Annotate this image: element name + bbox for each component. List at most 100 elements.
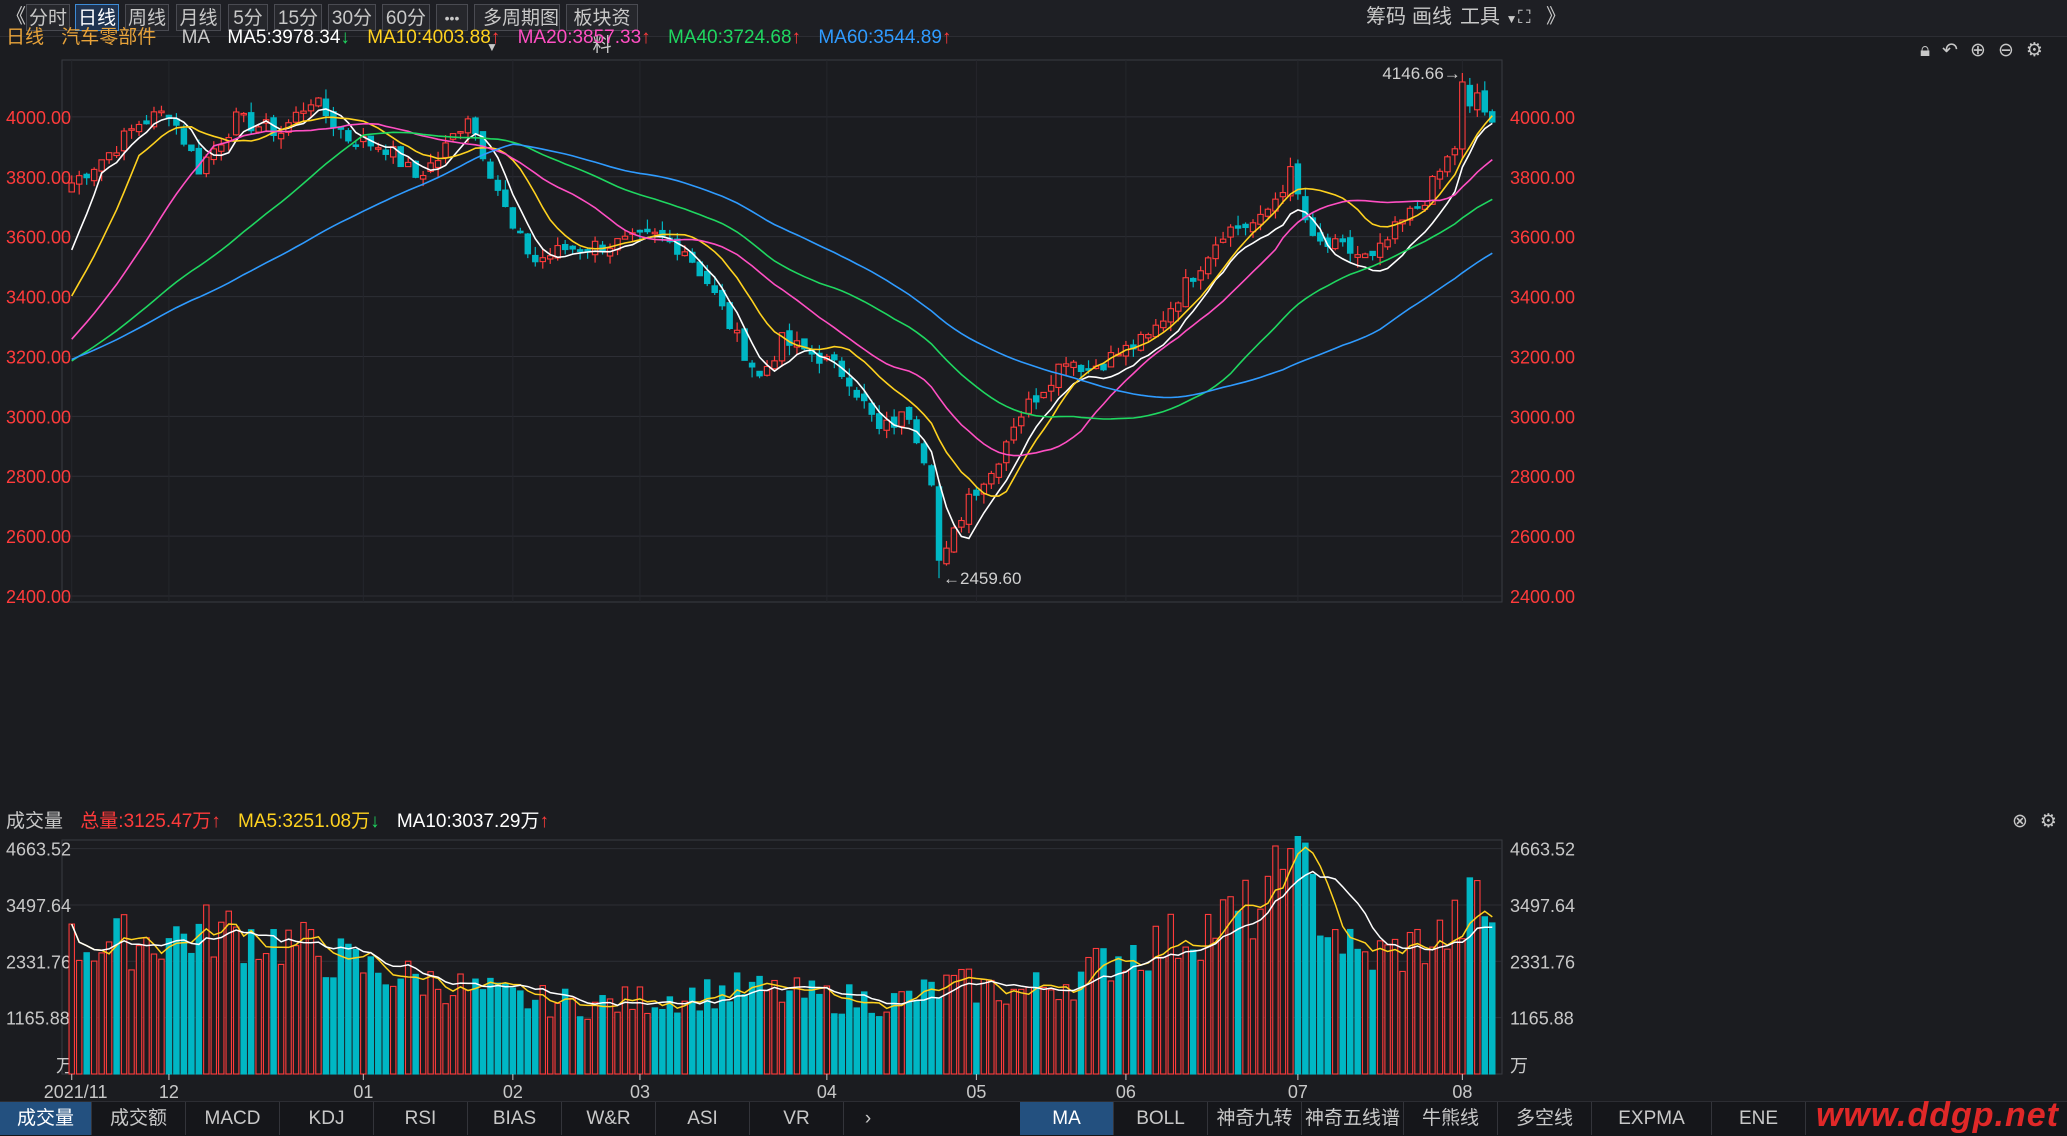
volume-bar: [322, 977, 330, 1075]
tab-asi[interactable]: ASI: [656, 1102, 750, 1135]
zoom-in-icon[interactable]: ⊕: [1970, 40, 1986, 61]
candle-body: [621, 235, 629, 240]
volume-bar: [218, 921, 225, 1075]
volume-bar: [1047, 989, 1055, 1075]
price-tick-label-right: 2600.00: [1510, 527, 1575, 547]
volume-bar: [1421, 963, 1429, 1075]
tab-long-short[interactable]: 多空线: [1498, 1102, 1592, 1135]
close-icon[interactable]: ⊗: [2012, 811, 2028, 832]
volume-bar: [1085, 956, 1092, 1075]
tab-volume[interactable]: 成交量: [0, 1102, 92, 1135]
volume-chart[interactable]: 4663.52 4663.52 3497.64 3497.64 2331.76 2331.…: [0, 836, 2067, 1101]
gear-icon[interactable]: ⚙: [2039, 811, 2057, 832]
sector-info-button[interactable]: 板块资料: [566, 4, 638, 56]
period-weekly-button[interactable]: 周线: [125, 4, 169, 31]
volume-bar: [703, 979, 711, 1075]
volume-bar: [943, 974, 950, 1075]
period-monthly-button[interactable]: 月线: [176, 4, 221, 31]
period-minute-button[interactable]: 分时: [26, 4, 70, 31]
more-periods-button[interactable]: •••: [436, 4, 468, 31]
price-plot-frame: [61, 59, 1503, 603]
candle-body: [763, 365, 771, 376]
candle-body: [756, 370, 763, 377]
collapse-right-icon[interactable]: 》: [1546, 6, 1566, 28]
candle-body: [1309, 217, 1317, 236]
candle-body: [1369, 250, 1376, 257]
volume-bar: [397, 978, 404, 1075]
volume-bar: [883, 1011, 890, 1075]
volume-bar: [389, 985, 397, 1075]
candle-body: [330, 111, 337, 128]
tab-macd[interactable]: MACD: [186, 1102, 280, 1135]
gear-icon[interactable]: ⚙: [2025, 40, 2043, 61]
zoom-out-icon[interactable]: ⊖: [1997, 40, 2014, 61]
x-tick-label: 05: [966, 1082, 986, 1101]
candle-body: [1003, 441, 1010, 464]
price-tick-label-right: 2800.00: [1510, 467, 1575, 487]
fullscreen-icon[interactable]: ⛶: [1518, 7, 1531, 27]
volume-bar: [1092, 947, 1100, 1075]
volume-bar: [965, 968, 973, 1075]
undo-icon[interactable]: ↶: [1942, 40, 1959, 61]
lock-icon[interactable]: 🔒︎: [1920, 40, 1931, 61]
tab-vr[interactable]: VR: [750, 1102, 844, 1135]
volume-bar: [860, 991, 868, 1075]
volume-tick-label-left: 1165.88: [6, 1009, 70, 1029]
tab-bias[interactable]: BIAS: [468, 1102, 562, 1135]
tab-magic-five-lines[interactable]: 神奇五线谱: [1302, 1102, 1404, 1135]
tab-expma[interactable]: EXPMA: [1592, 1102, 1712, 1135]
volume-bar: [1130, 944, 1137, 1075]
candle-body: [90, 168, 98, 182]
volume-bar: [1436, 919, 1444, 1075]
candle-body: [524, 233, 532, 255]
period-30min-button[interactable]: 30分: [328, 4, 376, 31]
volume-bar: [1406, 931, 1414, 1075]
tab-kdj[interactable]: KDJ: [280, 1102, 374, 1135]
candle-body: [509, 207, 517, 229]
ma5-arrow: ↓: [340, 27, 350, 48]
top-toolbar: 《 分时 日线 周线 月线 5分 15分 30分 60分 ••• 多周期图 ▼ …: [0, 0, 2067, 56]
candle-body: [1062, 363, 1070, 367]
volume-bar: [1474, 880, 1481, 1075]
volume-bar: [1376, 940, 1384, 1075]
candle-body: [711, 285, 718, 294]
volume-ma10: MA10:3037.29万: [396, 811, 540, 832]
candle-body: [255, 126, 262, 133]
candle-body: [1451, 148, 1459, 156]
tab-ene[interactable]: ENE: [1712, 1102, 1806, 1135]
candle-body: [1175, 302, 1182, 312]
tab-ma[interactable]: MA: [1020, 1102, 1114, 1135]
x-tick-label: 01: [353, 1082, 373, 1101]
candle-body: [943, 547, 950, 565]
tools-dropdown[interactable]: 工具 ▼: [1460, 4, 1517, 31]
candle-body: [75, 175, 83, 185]
volume-bar: [524, 1008, 532, 1075]
candle-body: [1466, 84, 1474, 107]
collapse-left-icon[interactable]: 《: [6, 6, 26, 28]
volume-legend: 成交量 总量:3125.47万↑ MA5:3251.08万↓ MA10:3037…: [6, 807, 561, 837]
candle-body: [868, 402, 875, 415]
period-daily-button[interactable]: 日线: [75, 4, 119, 31]
multi-period-dropdown[interactable]: 多周期图 ▼: [474, 4, 560, 54]
tab-rsi[interactable]: RSI: [374, 1102, 468, 1135]
draw-line-button[interactable]: 画线: [1412, 6, 1452, 28]
volume-bar: [748, 981, 756, 1075]
tab-wr[interactable]: W&R: [562, 1102, 656, 1135]
candle-body: [195, 147, 203, 175]
chevron-right-icon[interactable]: ›: [864, 1108, 872, 1129]
price-chart[interactable]: 4000.00 3800.00 3600.00 3400.00 3200.00 3000.…: [0, 36, 2067, 796]
period-15min-button[interactable]: 15分: [274, 4, 322, 31]
tab-turnover[interactable]: 成交额: [92, 1102, 186, 1135]
chips-button[interactable]: 筹码: [1366, 6, 1406, 28]
volume-bar: [674, 1012, 681, 1075]
volume-bar: [756, 975, 763, 1075]
tab-bull-bear[interactable]: 牛熊线: [1404, 1102, 1498, 1135]
volume-bar: [629, 1008, 636, 1075]
volume-bar: [890, 993, 898, 1075]
period-60min-button[interactable]: 60分: [382, 4, 430, 31]
volume-bar: [1249, 938, 1257, 1075]
tab-boll[interactable]: BOLL: [1114, 1102, 1208, 1135]
volume-bar: [793, 977, 801, 1075]
tab-magic-nine[interactable]: 神奇九转: [1208, 1102, 1302, 1135]
period-5min-button[interactable]: 5分: [228, 4, 268, 31]
